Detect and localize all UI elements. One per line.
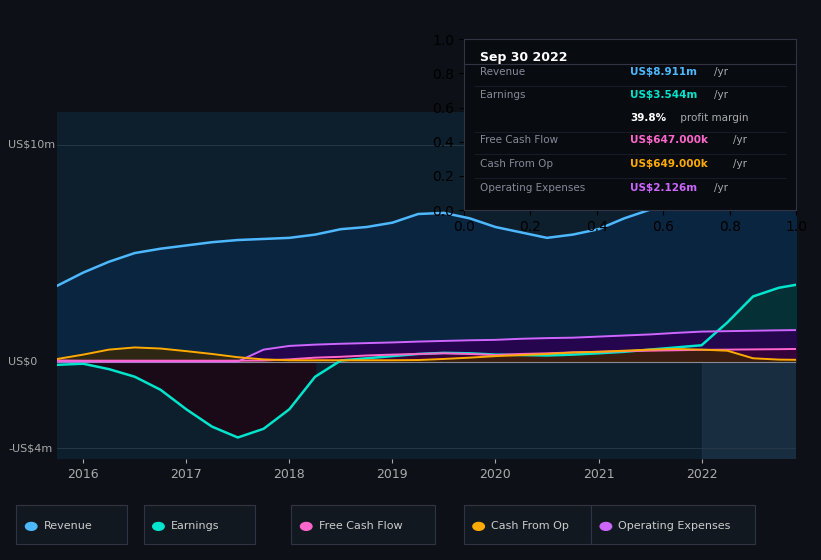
Text: Operating Expenses: Operating Expenses — [480, 183, 585, 193]
Text: /yr: /yr — [714, 67, 728, 77]
Text: Sep 30 2022: Sep 30 2022 — [480, 51, 568, 64]
Text: US$8.911m: US$8.911m — [631, 67, 697, 77]
Text: US$0: US$0 — [8, 357, 38, 367]
Text: Earnings: Earnings — [480, 91, 526, 100]
Text: /yr: /yr — [732, 135, 746, 145]
Text: profit margin: profit margin — [677, 113, 748, 123]
Text: Free Cash Flow: Free Cash Flow — [319, 521, 402, 531]
Text: Revenue: Revenue — [480, 67, 525, 77]
Text: US$2.126m: US$2.126m — [631, 183, 697, 193]
Text: US$3.544m: US$3.544m — [631, 91, 698, 100]
Text: 39.8%: 39.8% — [631, 113, 667, 123]
Text: /yr: /yr — [732, 159, 746, 169]
Text: Cash From Op: Cash From Op — [480, 159, 553, 169]
Text: Operating Expenses: Operating Expenses — [618, 521, 731, 531]
Text: Earnings: Earnings — [171, 521, 219, 531]
Text: US$10m: US$10m — [8, 139, 55, 150]
Text: US$647.000k: US$647.000k — [631, 135, 709, 145]
Text: Cash From Op: Cash From Op — [491, 521, 569, 531]
Bar — [702, 112, 796, 459]
Text: Revenue: Revenue — [44, 521, 92, 531]
Text: US$649.000k: US$649.000k — [631, 159, 708, 169]
Text: -US$4m: -US$4m — [8, 444, 53, 454]
Text: /yr: /yr — [714, 183, 728, 193]
Text: /yr: /yr — [714, 91, 728, 100]
Text: Free Cash Flow: Free Cash Flow — [480, 135, 558, 145]
